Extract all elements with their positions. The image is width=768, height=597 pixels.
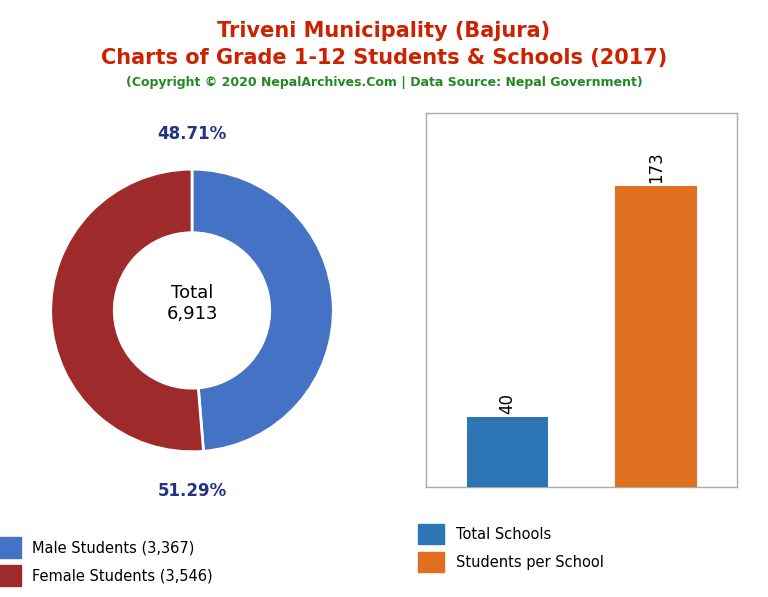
Text: Charts of Grade 1-12 Students & Schools (2017): Charts of Grade 1-12 Students & Schools … [101, 48, 667, 68]
Bar [467, 417, 548, 487]
Text: 173: 173 [647, 151, 665, 183]
Wedge shape [51, 169, 204, 452]
Legend: Male Students (3,367), Female Students (3,546): Male Students (3,367), Female Students (… [0, 537, 213, 586]
Wedge shape [192, 169, 333, 451]
Text: 40: 40 [498, 393, 517, 414]
Bar [615, 186, 697, 487]
Text: 48.71%: 48.71% [157, 125, 227, 143]
Text: 51.29%: 51.29% [157, 482, 227, 500]
Legend: Total Schools, Students per School: Total Schools, Students per School [418, 524, 604, 573]
Text: Triveni Municipality (Bajura): Triveni Municipality (Bajura) [217, 21, 551, 41]
Text: (Copyright © 2020 NepalArchives.Com | Data Source: Nepal Government): (Copyright © 2020 NepalArchives.Com | Da… [126, 76, 642, 90]
Text: Total
6,913: Total 6,913 [166, 284, 218, 323]
